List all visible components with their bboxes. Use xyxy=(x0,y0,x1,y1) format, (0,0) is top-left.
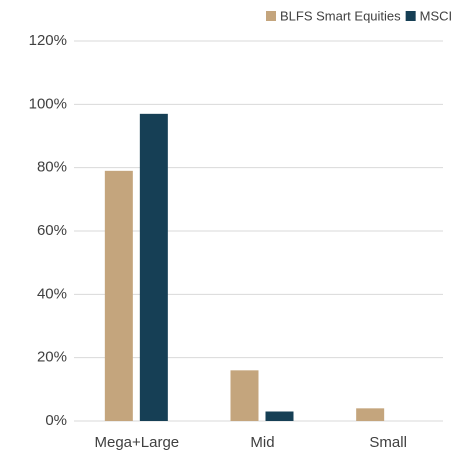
bar xyxy=(230,370,259,421)
bar xyxy=(139,113,168,421)
y-tick-label: 80% xyxy=(37,159,67,176)
legend-label: MSCI ACWI xyxy=(420,8,451,23)
y-tick-label: 0% xyxy=(45,412,67,429)
y-tick-label: 60% xyxy=(37,222,67,239)
y-tick-label: 120% xyxy=(29,32,67,49)
legend-label: BLFS Smart Equities xyxy=(280,8,401,23)
x-tick-label: Small xyxy=(369,434,407,451)
legend-swatch xyxy=(405,11,416,21)
legend-swatch xyxy=(266,11,276,21)
bar xyxy=(265,411,294,421)
y-tick-label: 100% xyxy=(29,95,67,112)
bar xyxy=(104,170,133,421)
x-tick-label: Mid xyxy=(250,434,274,451)
y-tick-label: 40% xyxy=(37,285,67,302)
bar xyxy=(356,408,385,421)
y-tick-label: 20% xyxy=(37,349,67,366)
x-tick-label: Mega+Large xyxy=(95,434,180,451)
